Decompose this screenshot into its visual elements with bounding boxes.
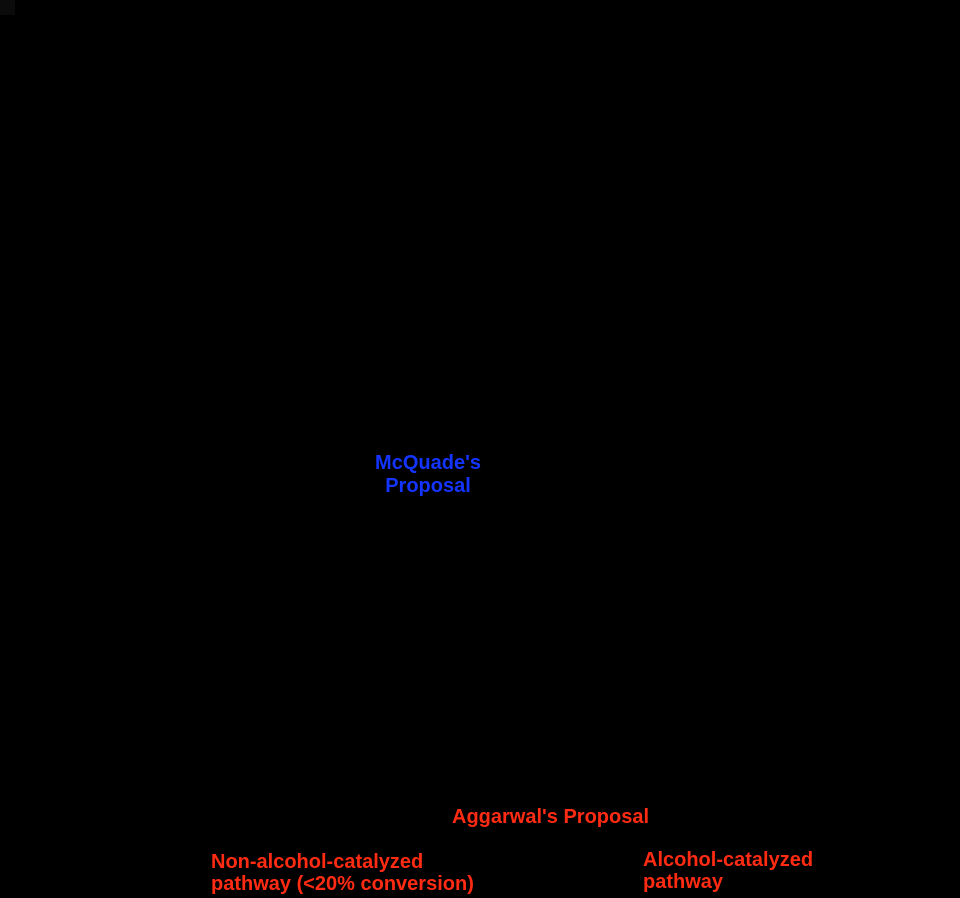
alcohol-pathway-line1: Alcohol-catalyzed bbox=[643, 849, 814, 871]
mcquade-proposal-line1: McQuade's bbox=[375, 452, 481, 474]
alcohol-pathway-label: Alcohol-catalyzed pathway bbox=[643, 849, 813, 893]
non-alcohol-pathway-line1: Non-alcohol-catalyzed bbox=[211, 851, 424, 873]
alcohol-pathway-line2: pathway bbox=[643, 871, 724, 893]
mcquade-proposal-line2: Proposal bbox=[385, 475, 471, 497]
non-alcohol-pathway-label: Non-alcohol-catalyzed pathway (<20% conv… bbox=[211, 851, 474, 895]
non-alcohol-pathway-line2: pathway (<20% conversion) bbox=[211, 873, 474, 895]
top-left-artifact-square bbox=[0, 0, 15, 15]
mcquade-proposal-label: McQuade's Proposal bbox=[345, 452, 511, 498]
aggarwal-proposal-label: Aggarwal's Proposal bbox=[452, 806, 650, 828]
